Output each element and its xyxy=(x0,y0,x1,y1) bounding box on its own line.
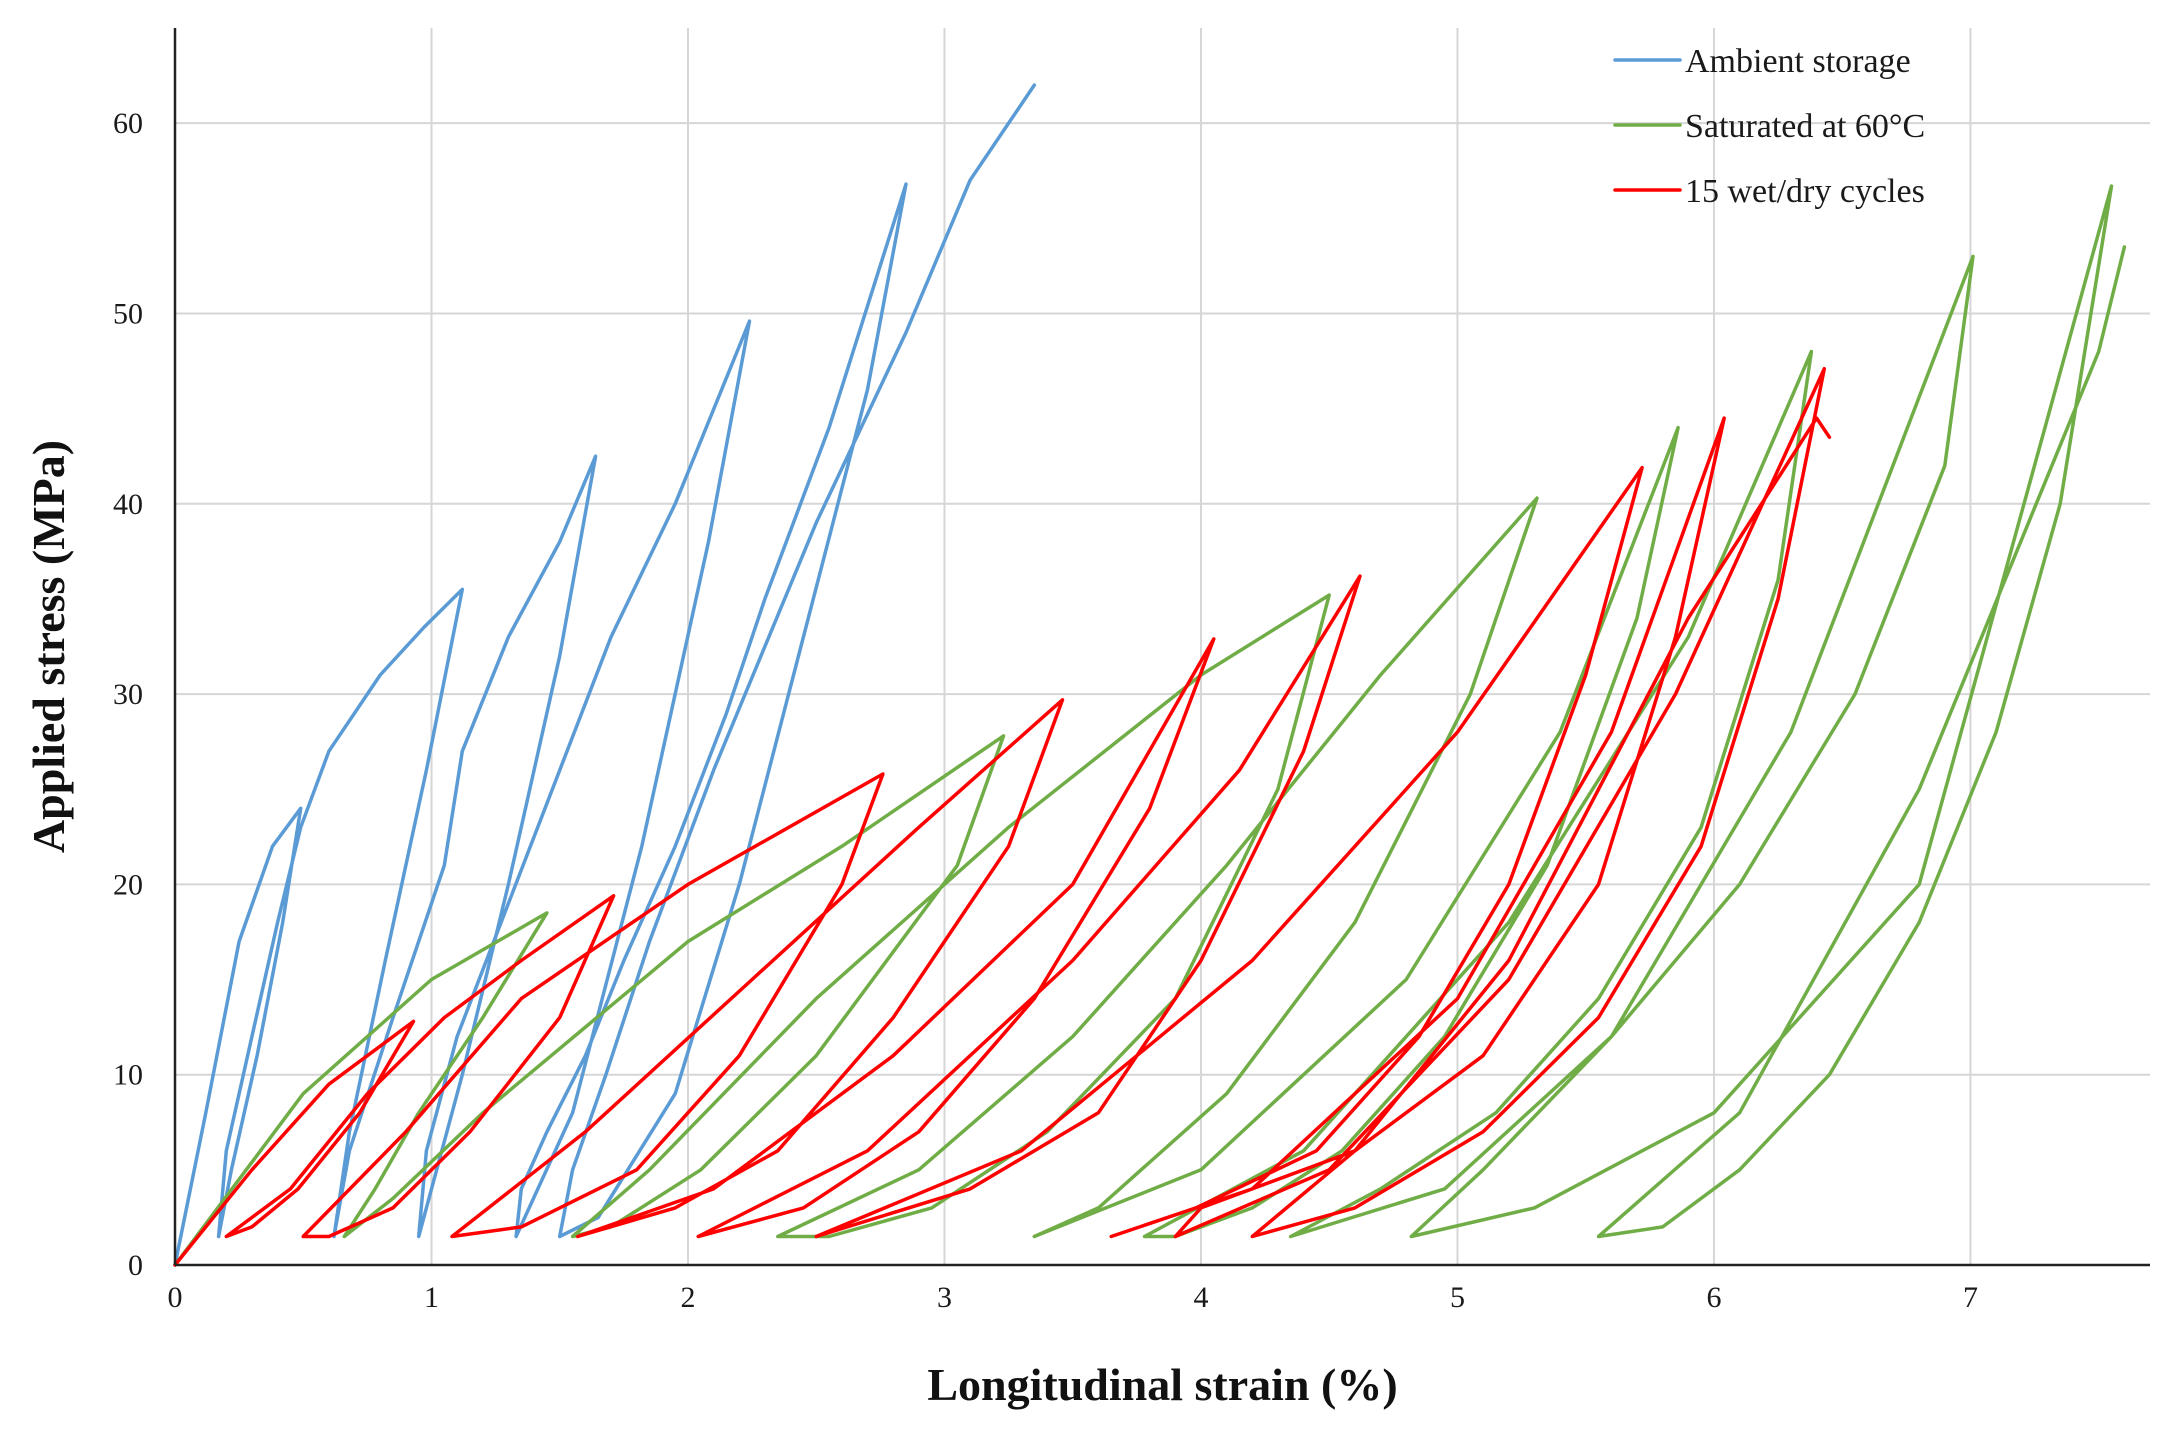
series-ambient-storage xyxy=(173,83,1037,1267)
series-saturated-at-60-c xyxy=(173,184,2127,1267)
y-tick-labels: 0 10 20 30 40 50 60 xyxy=(113,107,143,1282)
x-tick-label: 4 xyxy=(1193,1281,1208,1314)
x-tick-label: 1 xyxy=(424,1281,439,1314)
y-tick-label: 60 xyxy=(113,107,143,140)
series-layer xyxy=(173,83,2127,1267)
legend: Ambient storage Saturated at 60°C 15 wet… xyxy=(1613,43,1925,210)
x-tick-label: 7 xyxy=(1963,1281,1978,1314)
legend-label-wet-dry-cycles: 15 wet/dry cycles xyxy=(1685,173,1925,210)
x-tick-label: 2 xyxy=(680,1281,695,1314)
x-tick-label: 5 xyxy=(1450,1281,1465,1314)
y-tick-label: 0 xyxy=(128,1249,143,1282)
y-tick-label: 50 xyxy=(113,297,143,330)
series-15-wet-dry-cycles xyxy=(173,366,1832,1267)
gridlines xyxy=(175,28,2150,1265)
x-tick-label: 6 xyxy=(1706,1281,1721,1314)
y-tick-label: 10 xyxy=(113,1059,143,1092)
y-tick-label: 20 xyxy=(113,868,143,901)
y-axis-title: Applied stress (MPa) xyxy=(23,440,74,853)
x-tick-labels: 0 1 2 3 4 5 6 7 xyxy=(168,1281,1978,1314)
legend-label-ambient-storage: Ambient storage xyxy=(1685,43,1911,80)
y-tick-label: 40 xyxy=(113,488,143,521)
x-tick-label: 3 xyxy=(937,1281,952,1314)
x-axis-title: Longitudinal strain (%) xyxy=(927,1359,1397,1410)
x-tick-label: 0 xyxy=(168,1281,183,1314)
y-tick-label: 30 xyxy=(113,678,143,711)
legend-label-saturated-60c: Saturated at 60°C xyxy=(1685,108,1925,145)
axes xyxy=(173,28,2150,1267)
